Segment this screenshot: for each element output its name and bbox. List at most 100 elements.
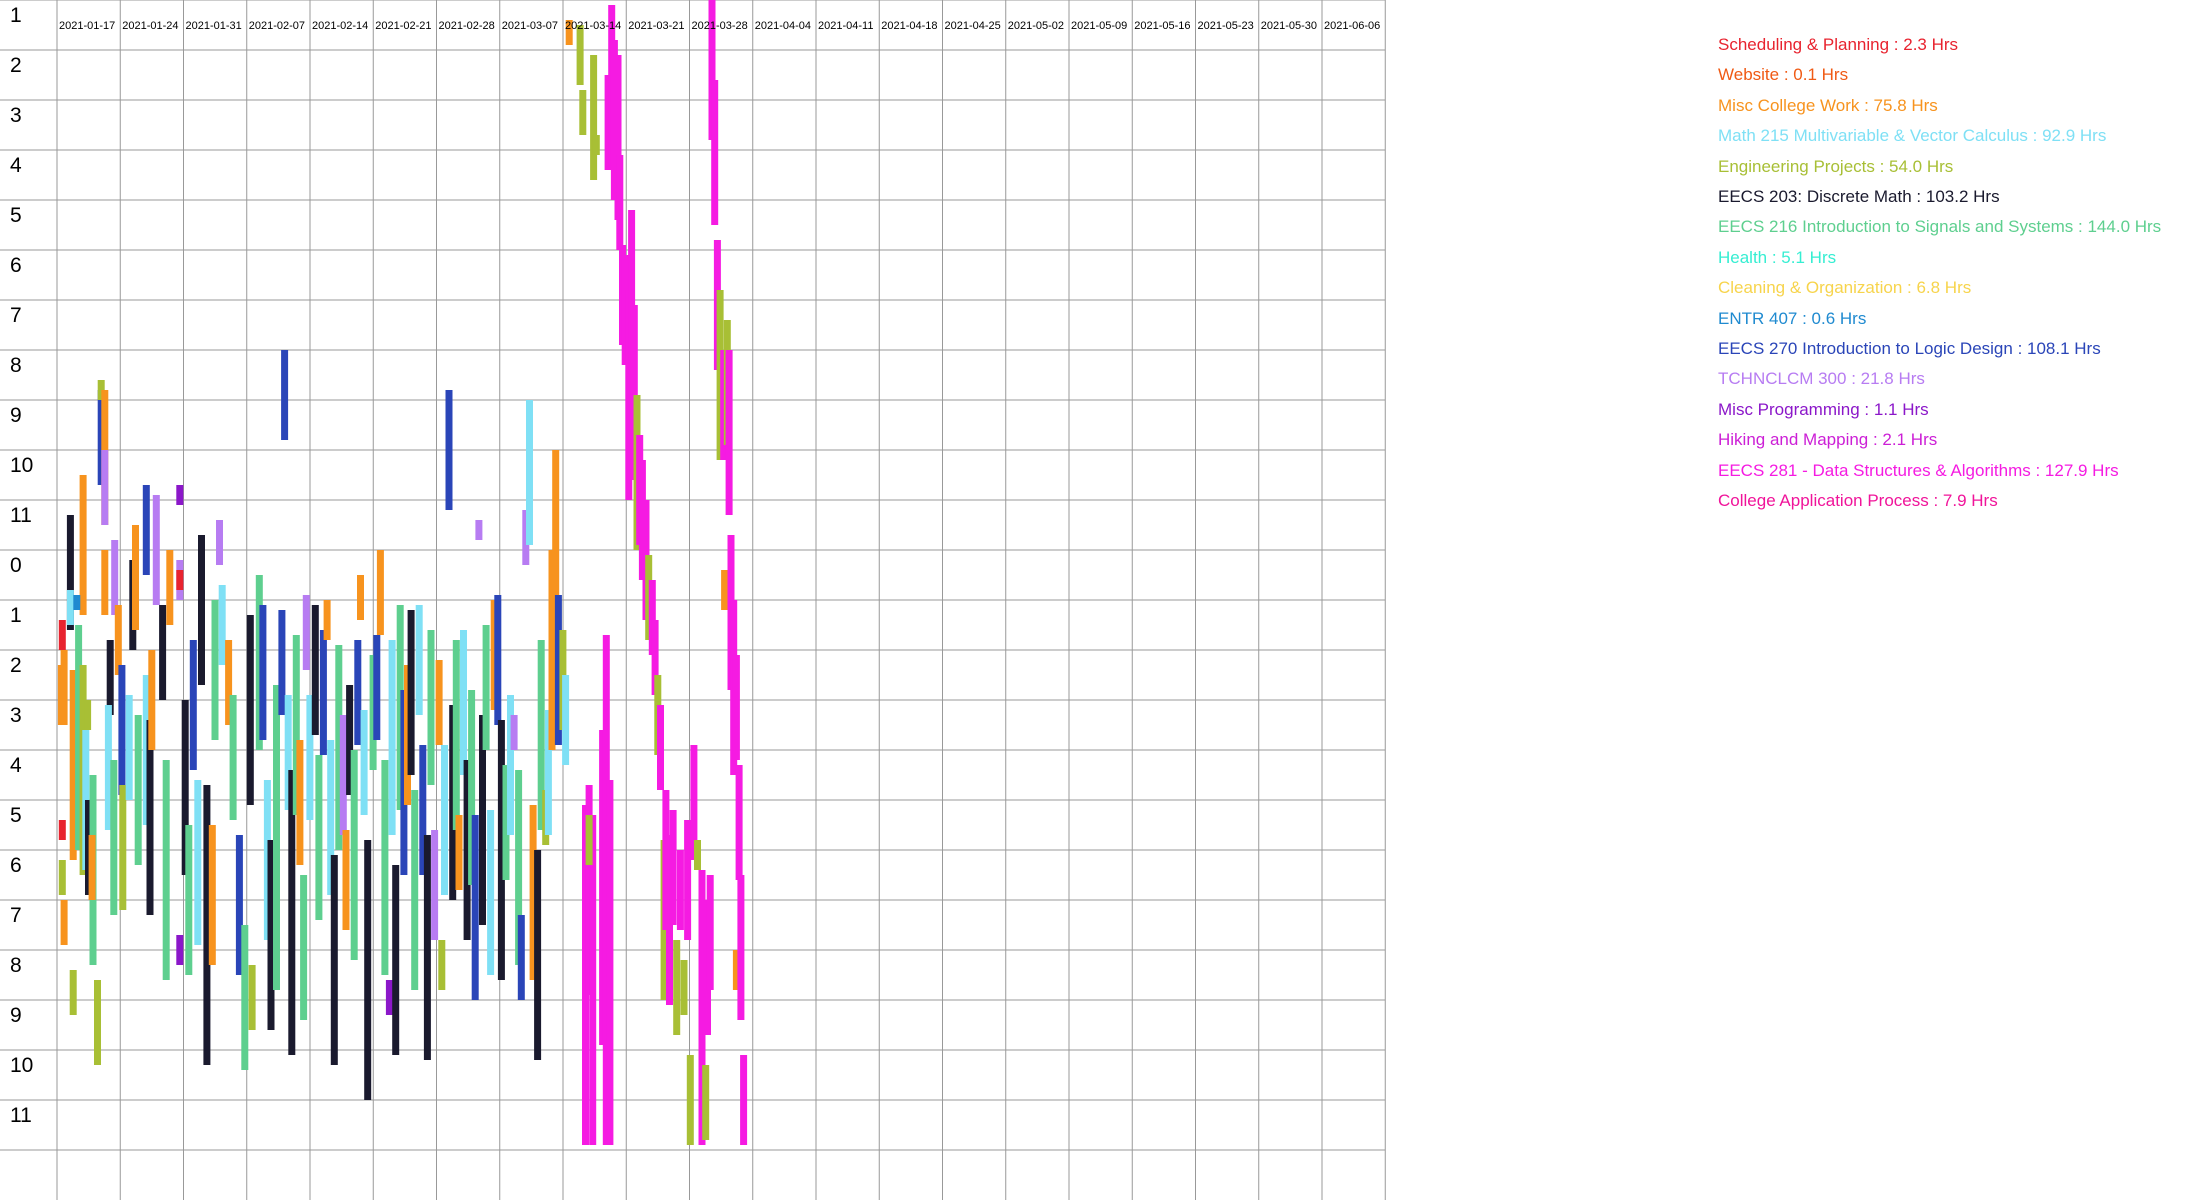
x-tick-label: 2021-03-07 bbox=[502, 20, 558, 32]
x-tick-label: 2021-01-31 bbox=[186, 20, 242, 32]
session-bar bbox=[431, 830, 439, 940]
y-tick-label: 10 bbox=[10, 1054, 33, 1077]
session-bar bbox=[281, 350, 289, 440]
y-tick-label: 5 bbox=[10, 804, 22, 827]
session-bar bbox=[441, 745, 448, 895]
session-bar bbox=[273, 685, 280, 990]
session-bar bbox=[648, 580, 656, 655]
legend-entry: EECS 216 Introduction to Signals and Sys… bbox=[1718, 217, 2162, 237]
session-bar bbox=[737, 875, 745, 1020]
session-bar bbox=[97, 390, 105, 485]
session-bar bbox=[58, 860, 66, 895]
session-bar bbox=[463, 760, 471, 940]
x-tick-label: 2021-02-14 bbox=[312, 20, 368, 32]
x-tick-label: 2021-05-09 bbox=[1071, 20, 1127, 32]
session-bar bbox=[97, 380, 105, 400]
session-bar bbox=[590, 55, 598, 180]
y-tick-label: 3 bbox=[10, 704, 22, 727]
legend-entry: Misc Programming : 1.1 Hrs bbox=[1718, 399, 1929, 419]
session-bar bbox=[88, 835, 96, 900]
session-bar bbox=[125, 695, 133, 800]
session-bars bbox=[57, 0, 748, 1145]
y-tick-label: 4 bbox=[10, 754, 22, 777]
session-bar bbox=[400, 690, 408, 875]
session-bar bbox=[487, 810, 495, 975]
session-bar bbox=[248, 965, 256, 1030]
session-bar bbox=[630, 305, 638, 480]
session-bar bbox=[381, 760, 389, 975]
session-bar bbox=[651, 620, 659, 695]
y-tick-label: 6 bbox=[10, 254, 22, 277]
x-tick-label: 2021-02-28 bbox=[439, 20, 495, 32]
session-bar bbox=[119, 785, 127, 910]
x-tick-label: 2021-01-17 bbox=[59, 20, 115, 32]
session-bar bbox=[296, 740, 304, 865]
session-bar bbox=[66, 590, 74, 625]
session-bar bbox=[392, 865, 400, 1055]
session-bar bbox=[259, 605, 267, 740]
y-tick-label: 8 bbox=[10, 354, 22, 377]
x-tick-label: 2021-02-07 bbox=[249, 20, 305, 32]
x-tick-label: 2021-05-23 bbox=[1198, 20, 1254, 32]
x-tick-label: 2021-05-16 bbox=[1134, 20, 1190, 32]
x-tick-label: 2021-05-02 bbox=[1008, 20, 1064, 32]
session-bar bbox=[732, 655, 740, 760]
y-tick-label: 11 bbox=[10, 504, 32, 527]
session-bar bbox=[101, 550, 109, 615]
session-bar bbox=[706, 875, 714, 990]
session-bar bbox=[716, 290, 724, 460]
session-bar bbox=[376, 550, 384, 635]
session-bar bbox=[152, 495, 160, 605]
session-bar bbox=[235, 835, 243, 975]
legend-entry: Math 215 Multivariable & Vector Calculus… bbox=[1718, 126, 2107, 146]
session-bar bbox=[327, 740, 335, 895]
x-tick-label: 2021-04-25 bbox=[945, 20, 1001, 32]
session-bar bbox=[735, 765, 743, 880]
legend-entry: Website : 0.1 Hrs bbox=[1718, 65, 1849, 85]
y-tick-label: 9 bbox=[10, 404, 22, 427]
session-bar bbox=[94, 980, 101, 1065]
session-bar bbox=[255, 575, 263, 750]
session-bar bbox=[58, 620, 66, 650]
session-bar bbox=[415, 605, 423, 715]
session-bar bbox=[673, 940, 681, 1035]
session-bar bbox=[423, 835, 431, 1060]
session-bar bbox=[211, 600, 219, 740]
session-bar bbox=[360, 710, 368, 815]
session-bar bbox=[445, 390, 453, 510]
session-bar bbox=[385, 980, 393, 1015]
x-tick-label: 2021-05-30 bbox=[1261, 20, 1317, 32]
session-bar bbox=[388, 640, 396, 835]
session-bar bbox=[208, 825, 216, 965]
session-bar bbox=[455, 815, 463, 890]
session-bar bbox=[267, 840, 275, 1030]
legend-entry: TCHNCLCM 300 : 21.8 Hrs bbox=[1718, 369, 1925, 389]
session-bar bbox=[134, 715, 142, 865]
x-tick-label: 2021-01-24 bbox=[122, 20, 178, 32]
y-tick-label: 2 bbox=[10, 54, 22, 77]
session-bar bbox=[676, 850, 684, 930]
session-bar bbox=[497, 720, 505, 980]
session-bar bbox=[176, 935, 184, 965]
legend-entry: College Application Process : 7.9 Hrs bbox=[1718, 491, 1998, 511]
session-bar bbox=[669, 810, 677, 925]
session-bar bbox=[69, 970, 77, 1015]
session-bar bbox=[686, 1055, 694, 1145]
session-bar bbox=[407, 610, 415, 775]
session-bar bbox=[306, 695, 314, 820]
session-bar bbox=[60, 900, 68, 945]
x-tick-label: 2021-04-18 bbox=[881, 20, 937, 32]
session-bar bbox=[684, 820, 692, 940]
session-bar bbox=[85, 800, 92, 895]
session-bar bbox=[148, 650, 156, 750]
y-tick-label: 7 bbox=[10, 304, 22, 327]
session-bar bbox=[84, 700, 92, 730]
session-bar bbox=[181, 700, 189, 875]
session-bar bbox=[142, 485, 150, 575]
legend: Scheduling & Planning : 2.3 Hrs Website :… bbox=[1718, 30, 2161, 517]
session-bar bbox=[323, 600, 331, 640]
session-bar bbox=[146, 720, 154, 915]
session-bar bbox=[537, 640, 545, 830]
session-bar bbox=[694, 840, 701, 870]
x-axis-labels: 2021-01-17 2021-01-24 2021-01-31 2021-02-07… bbox=[59, 20, 1380, 32]
